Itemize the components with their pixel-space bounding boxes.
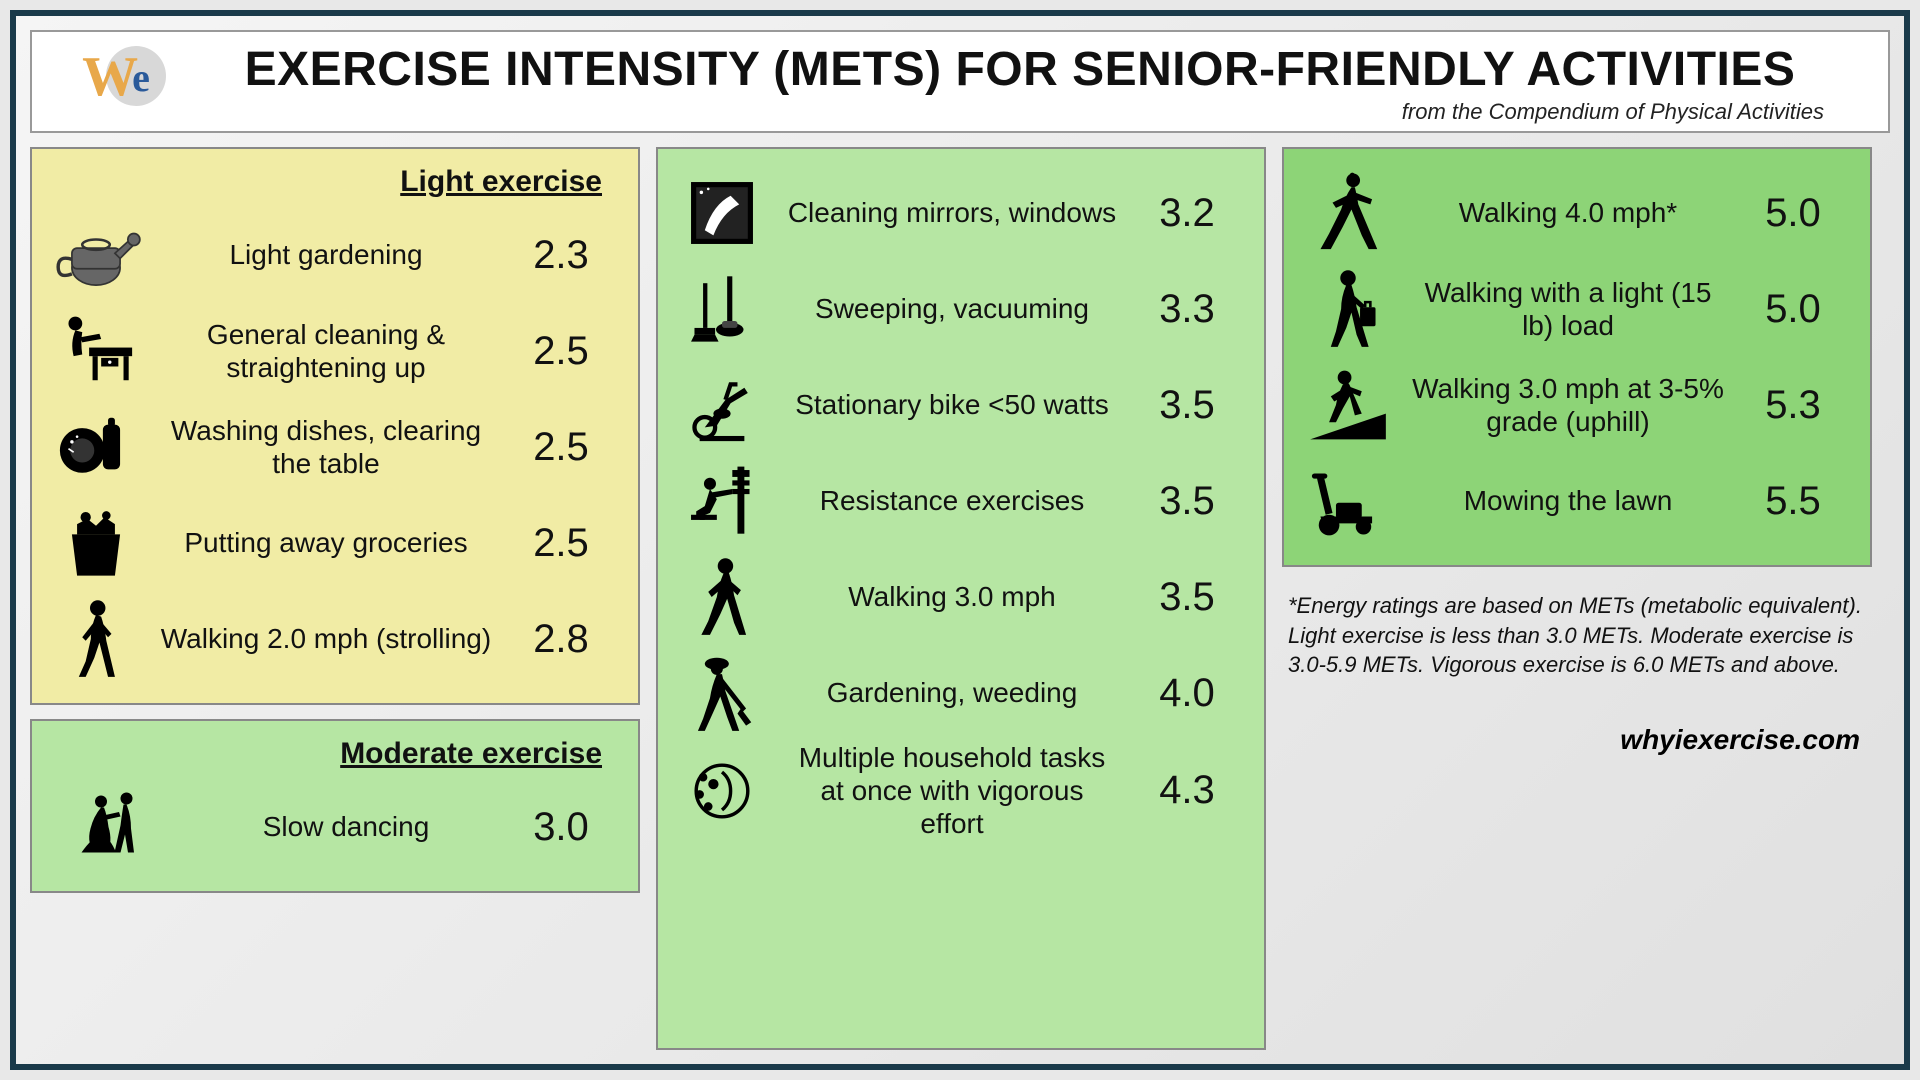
panel-light-exercise: Light exercise Light gardening 2.3 Gener… — [30, 147, 640, 705]
activity-row: Stationary bike <50 watts 3.5 — [672, 357, 1242, 453]
activity-label: Mowing the lawn — [1406, 484, 1730, 517]
activity-value: 2.3 — [506, 233, 616, 278]
title-block: EXERCISE INTENSITY (METs) FOR SENIOR-FRI… — [176, 42, 1864, 125]
vacuum-icon — [672, 266, 772, 352]
activity-row: Light gardening 2.3 — [46, 207, 616, 303]
grocery-bag-icon — [46, 500, 146, 586]
activity-row: Multiple household tasks at once with vi… — [672, 741, 1242, 840]
activity-row: Putting away groceries 2.5 — [46, 495, 616, 591]
activity-value: 2.8 — [506, 617, 616, 662]
activity-label: Sweeping, vacuuming — [780, 292, 1124, 325]
activity-value: 5.0 — [1738, 191, 1848, 236]
activity-label: Washing dishes, clearing the table — [154, 414, 498, 480]
activity-value: 3.3 — [1132, 287, 1242, 332]
activity-value: 4.0 — [1132, 671, 1242, 716]
activity-row: Cleaning mirrors, windows 3.2 — [672, 165, 1242, 261]
activity-row: Walking 2.0 mph (strolling) 2.8 — [46, 591, 616, 687]
activity-label: General cleaning & straightening up — [154, 318, 498, 384]
mirror-clean-icon — [672, 170, 772, 256]
activity-row: Walking with a light (15 lb) load 5.0 — [1298, 261, 1848, 357]
activity-value: 2.5 — [506, 329, 616, 374]
activity-row: Walking 4.0 mph* 5.0 — [1298, 165, 1848, 261]
mower-icon — [1298, 458, 1398, 544]
activity-label: Gardening, weeding — [780, 676, 1124, 709]
activity-label: Walking with a light (15 lb) load — [1406, 276, 1730, 342]
gardening-weed-icon — [672, 650, 772, 736]
site-credit: whyiexercise.com — [1282, 698, 1872, 756]
panel-moderate-a: Moderate exercise Slow dancing 3.0 — [30, 719, 640, 893]
page-title: EXERCISE INTENSITY (METs) FOR SENIOR-FRI… — [176, 42, 1864, 97]
logo: W e — [56, 42, 176, 112]
activity-row: Slow dancing 3.0 — [46, 779, 616, 875]
activity-value: 5.0 — [1738, 287, 1848, 332]
walking-slow-icon — [46, 596, 146, 682]
dishes-icon — [46, 404, 146, 490]
page-subtitle: from the Compendium of Physical Activiti… — [176, 99, 1864, 125]
activity-label: Cleaning mirrors, windows — [780, 196, 1124, 229]
activity-row: Resistance exercises 3.5 — [672, 453, 1242, 549]
activity-value: 3.5 — [1132, 575, 1242, 620]
activity-value: 2.5 — [506, 521, 616, 566]
activity-label: Walking 3.0 mph — [780, 580, 1124, 613]
activity-label: Stationary bike <50 watts — [780, 388, 1124, 421]
activity-label: Light gardening — [154, 238, 498, 271]
column-left: Light exercise Light gardening 2.3 Gener… — [30, 147, 640, 1050]
activity-value: 5.3 — [1738, 383, 1848, 428]
activity-value: 5.5 — [1738, 479, 1848, 524]
panel-title-moderate: Moderate exercise — [46, 737, 616, 771]
activity-value: 3.0 — [506, 805, 616, 850]
walking-3-icon — [672, 554, 772, 640]
slow-dance-icon — [46, 784, 186, 870]
activity-value: 3.5 — [1132, 383, 1242, 428]
column-middle: Cleaning mirrors, windows 3.2 Sweeping, … — [656, 147, 1266, 1050]
activity-value: 3.5 — [1132, 479, 1242, 524]
panel-title-light: Light exercise — [46, 165, 616, 199]
infographic-frame: W e EXERCISE INTENSITY (METs) FOR SENIOR… — [10, 10, 1910, 1070]
activity-row: Sweeping, vacuuming 3.3 — [672, 261, 1242, 357]
panel-moderate-c: Walking 4.0 mph* 5.0 Walking with a ligh… — [1282, 147, 1872, 567]
header: W e EXERCISE INTENSITY (METs) FOR SENIOR… — [30, 30, 1890, 133]
dusting-table-icon — [46, 308, 146, 394]
multi-tasks-icon — [672, 748, 772, 834]
activity-row: Walking 3.0 mph at 3-5% grade (uphill) 5… — [1298, 357, 1848, 453]
logo-letter-w: W — [82, 45, 138, 109]
activity-label: Walking 3.0 mph at 3-5% grade (uphill) — [1406, 372, 1730, 438]
column-right: Walking 4.0 mph* 5.0 Walking with a ligh… — [1282, 147, 1872, 1050]
activity-label: Putting away groceries — [154, 526, 498, 559]
walking-uphill-icon — [1298, 362, 1398, 448]
walking-load-icon — [1298, 266, 1398, 352]
activity-value: 3.2 — [1132, 191, 1242, 236]
logo-letter-e: e — [132, 54, 150, 101]
activity-row: Walking 3.0 mph 3.5 — [672, 549, 1242, 645]
activity-row: General cleaning & straightening up 2.5 — [46, 303, 616, 399]
activity-value: 4.3 — [1132, 768, 1242, 813]
stationary-bike-icon — [672, 362, 772, 448]
activity-value: 2.5 — [506, 425, 616, 470]
content-columns: Light exercise Light gardening 2.3 Gener… — [30, 147, 1890, 1050]
watering-can-icon — [46, 212, 146, 298]
activity-label: Walking 4.0 mph* — [1406, 196, 1730, 229]
footnote-text: *Energy ratings are based on METs (metab… — [1282, 581, 1872, 684]
walking-4-icon — [1298, 170, 1398, 256]
resistance-icon — [672, 458, 772, 544]
activity-label: Slow dancing — [194, 810, 498, 843]
activity-row: Washing dishes, clearing the table 2.5 — [46, 399, 616, 495]
activity-label: Resistance exercises — [780, 484, 1124, 517]
activity-row: Mowing the lawn 5.5 — [1298, 453, 1848, 549]
activity-row: Gardening, weeding 4.0 — [672, 645, 1242, 741]
activity-label: Multiple household tasks at once with vi… — [780, 741, 1124, 840]
panel-moderate-b: Cleaning mirrors, windows 3.2 Sweeping, … — [656, 147, 1266, 1050]
activity-label: Walking 2.0 mph (strolling) — [154, 622, 498, 655]
